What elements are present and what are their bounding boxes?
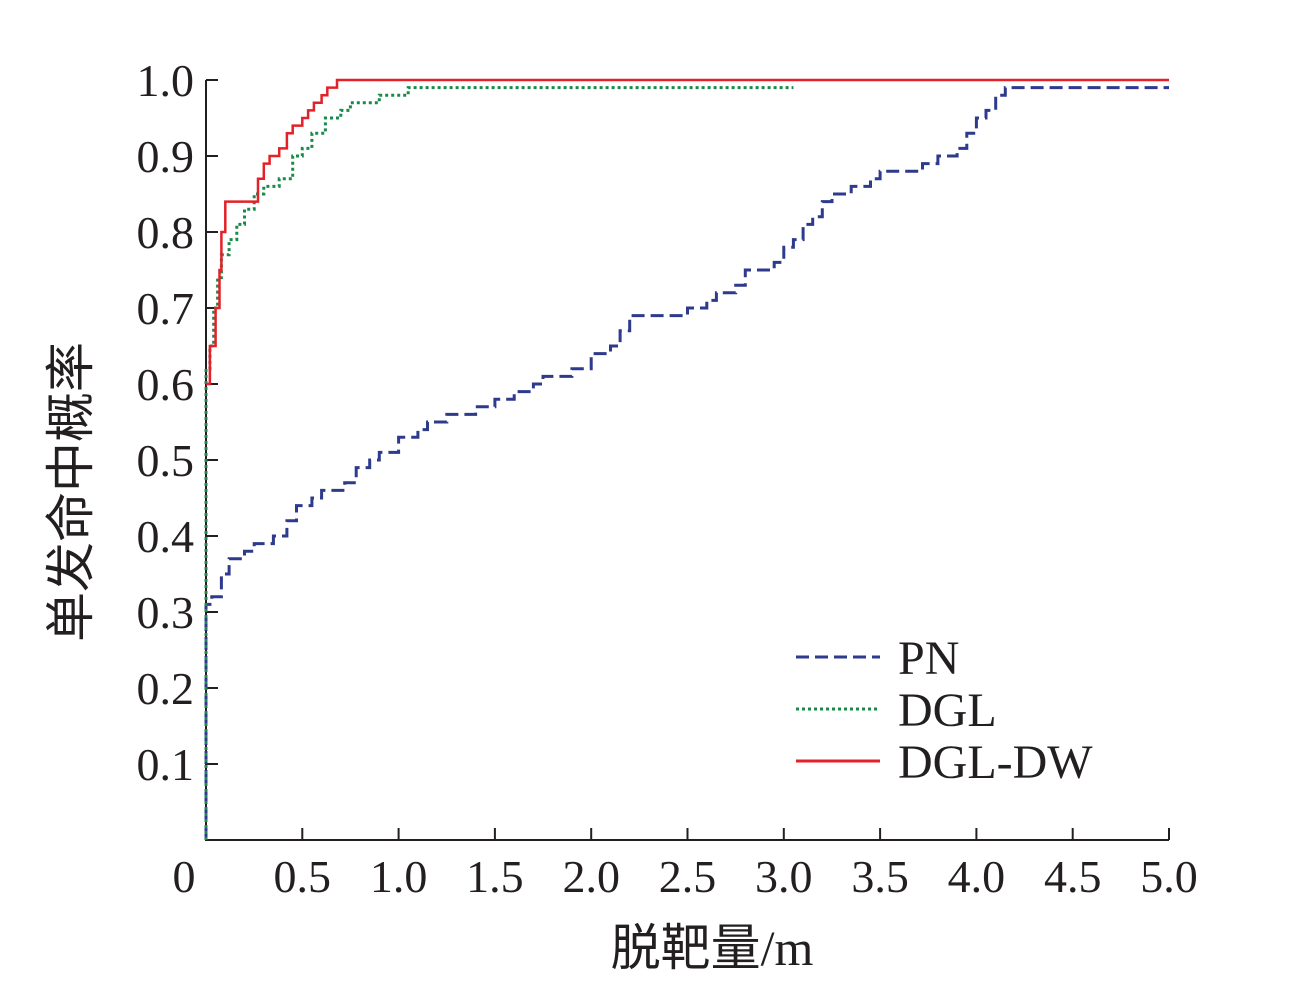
x-tick-label: 3.0 <box>755 851 813 902</box>
y-tick-label: 0.4 <box>137 511 195 562</box>
legend-label: DGL-DW <box>898 736 1093 789</box>
x-axis: 0 0.5 1.0 1.5 2.0 2.5 3.0 3.5 4.0 4.5 5.0 <box>173 828 1198 902</box>
y-axis-label: 单发命中概率 <box>43 342 99 642</box>
legend-label: DGL <box>898 684 997 737</box>
x-axis-label: 脱靶量/m <box>611 920 814 976</box>
y-tick-label: 0.7 <box>137 283 195 334</box>
series-group <box>204 78 1169 840</box>
y-tick-label: 0.2 <box>137 663 195 714</box>
x-tick-label: 2.5 <box>659 851 717 902</box>
x-tick-label: 3.5 <box>851 851 909 902</box>
x-tick-label: 0.5 <box>274 851 332 902</box>
series-line-dgl <box>204 86 794 840</box>
y-tick-label: 0.8 <box>137 207 195 258</box>
y-tick-label: 0.6 <box>137 359 195 410</box>
x-tick-label: 1.5 <box>466 851 524 902</box>
plot-area: 0 0.5 1.0 1.5 2.0 2.5 3.0 3.5 4.0 4.5 5.0 0.10.20.… <box>137 55 1198 902</box>
axes-frame <box>205 80 1169 841</box>
y-axis: 0.1 0.2 0.3 0.4 0.5 0.6 0.7 0.8 0.9 1.0 <box>137 55 218 790</box>
y-tick-label: 0.5 <box>137 435 195 486</box>
y-tick-label: 0.1 <box>137 739 195 790</box>
x-tick-label: 5.0 <box>1140 851 1198 902</box>
x-tick-label: 4.0 <box>948 851 1006 902</box>
y-tick-label: 0.9 <box>137 131 195 182</box>
series-line-pn <box>204 86 1169 840</box>
x-tick-label: 2.0 <box>562 851 620 902</box>
y-tick-label: 1.0 <box>137 55 195 106</box>
x-tick-label: 1.0 <box>370 851 428 902</box>
series-line-dgl-dw <box>206 78 1169 386</box>
x-tick-label: 0 <box>173 851 196 902</box>
y-tick-label: 0.3 <box>137 587 195 638</box>
x-tick-label: 4.5 <box>1044 851 1102 902</box>
legend-label: PN <box>898 632 959 685</box>
